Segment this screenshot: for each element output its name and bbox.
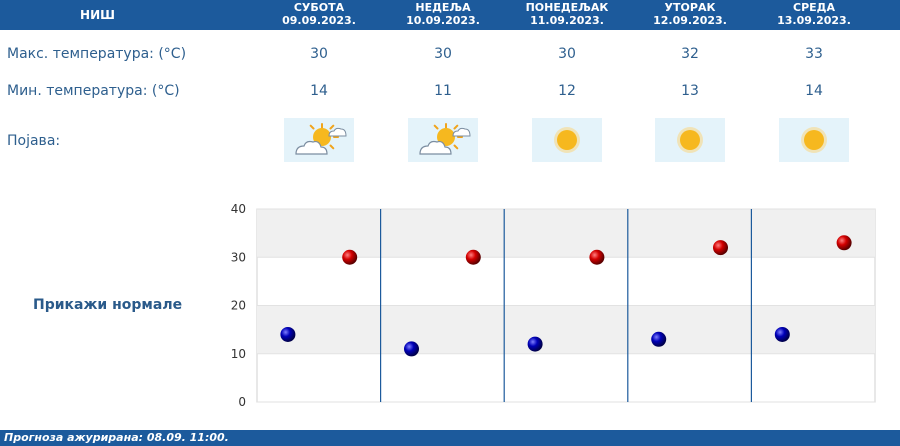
day-name: ПОНЕДЕЉАК (525, 1, 609, 14)
sun-icon (655, 118, 725, 162)
max-temp-point (713, 240, 728, 256)
sun-icon (779, 118, 849, 162)
min-temp-point (774, 326, 790, 342)
day-date: 10.09.2023. (406, 14, 480, 27)
max-temp-value: 30 (434, 46, 452, 62)
min-temp-label: Мин. температура: (°C) (7, 83, 180, 99)
max-temp-point (342, 249, 358, 265)
max-temp-value: 32 (681, 46, 699, 62)
max-temp-point (589, 249, 605, 265)
min-temp-point (404, 341, 419, 357)
day-date: 09.09.2023. (282, 14, 356, 27)
y-tick-label: 0 (238, 395, 246, 409)
temperature-chart: 0 10 20 30 40 (231, 202, 876, 409)
day-header-saturday: СУБОТА 09.09.2023. (257, 0, 381, 31)
day-date: 13.09.2023. (777, 14, 851, 27)
y-tick-label: 30 (231, 250, 246, 264)
y-tick-label: 20 (231, 299, 246, 313)
footer-bar: Прогноза ажурирана: 08.09. 11:00. (0, 430, 900, 446)
header-bar (0, 0, 900, 30)
min-temp-value: 12 (558, 83, 576, 99)
max-temp-label: Макс. температура: (°C) (7, 46, 187, 62)
min-temp-value: 11 (434, 83, 452, 99)
grid-band (257, 209, 875, 258)
y-tick-label: 10 (231, 347, 246, 361)
min-temp-point (651, 331, 667, 347)
day-date: 11.09.2023. (530, 14, 604, 27)
day-name: НЕДЕЉА (415, 1, 471, 14)
day-header-tuesday: УТОРАК 12.09.2023. (628, 0, 752, 31)
max-temp-value: 30 (310, 46, 328, 62)
day-date: 12.09.2023. (653, 14, 727, 27)
forecast-updated-text: Прогноза ажурирана: 08.09. 11:00. (4, 431, 229, 444)
grid-band (257, 305, 875, 354)
min-temp-value: 14 (310, 83, 328, 99)
show-normals-button[interactable]: Прикажи нормале (33, 297, 183, 313)
phenomenon-label: Појава: (7, 133, 61, 149)
min-temp-value: 13 (681, 83, 699, 99)
day-name: СУБОТА (293, 1, 345, 14)
y-tick-label: 40 (231, 202, 246, 216)
day-header-monday: ПОНЕДЕЉАК 11.09.2023. (505, 0, 629, 31)
min-temp-value: 14 (805, 83, 823, 99)
day-header-wednesday: СРЕДА 13.09.2023. (752, 0, 876, 31)
day-name: СРЕДА (793, 1, 835, 14)
partly-cloudy-sun-icon (284, 118, 354, 162)
city-name: НИШ (80, 8, 115, 22)
day-name: УТОРАК (664, 1, 716, 14)
min-temp-point (527, 336, 543, 352)
sun-icon (532, 118, 602, 162)
partly-cloudy-sun-icon (408, 118, 478, 162)
max-temp-point (836, 235, 852, 251)
day-header-sunday: НЕДЕЉА 10.09.2023. (381, 0, 505, 31)
max-temp-value: 30 (558, 46, 576, 62)
min-temp-point (280, 326, 296, 342)
max-temp-value: 33 (805, 46, 823, 62)
max-temp-point (465, 249, 481, 265)
